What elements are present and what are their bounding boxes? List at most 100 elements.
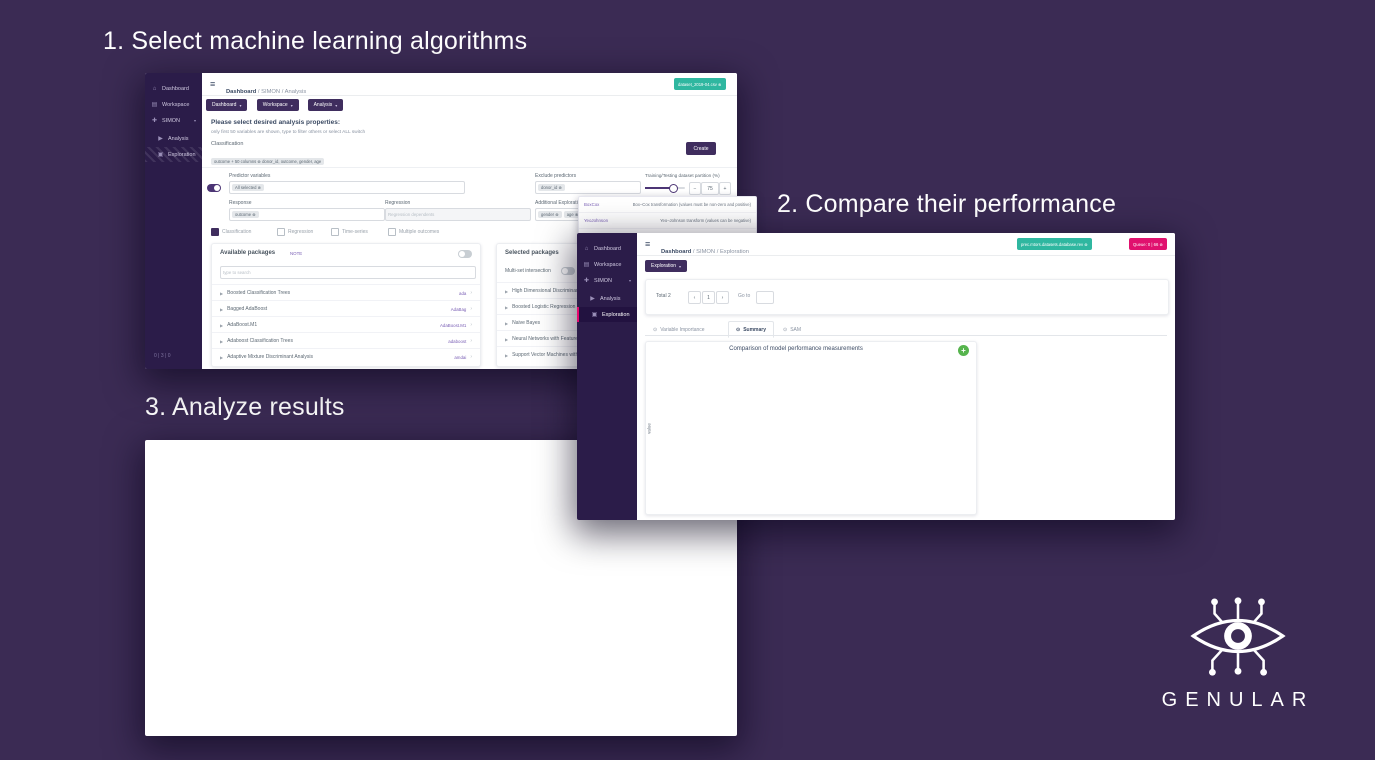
workspace-icon: ▤ — [151, 102, 158, 108]
sidebar-item-exploration[interactable]: ▣ Exploration — [145, 147, 202, 162]
dataset-button[interactable]: dataset_2019-04.csv ⊗ — [674, 78, 726, 90]
selection-chip: outcome + 50 columns ⊗ donor_id, outcome… — [211, 150, 325, 168]
partition-slider-fill — [645, 187, 671, 189]
chevron-right-icon: › — [470, 322, 472, 328]
breadcrumb-root[interactable]: Dashboard — [226, 89, 257, 95]
available-package-row[interactable]: ▶ Adaboost Classification Trees adaboost › — [212, 332, 480, 349]
sidebar-item-exploration[interactable]: ▣ Exploration — [577, 307, 637, 322]
boxplot-ylabel: value — [646, 423, 652, 434]
sidebar-item-workspace[interactable]: ▤ Workspace — [577, 257, 637, 272]
plus-icon: ✚ — [151, 118, 158, 124]
goto-input[interactable] — [756, 291, 774, 304]
hamburger-icon[interactable]: ≡ — [210, 79, 216, 89]
intro-subtitle: only first 50 variables are shown, type … — [211, 130, 366, 135]
page-number-button[interactable]: 1 — [702, 291, 715, 304]
expand-caret-icon: ▶ — [505, 336, 509, 342]
regression-placeholder: Regression dependents — [388, 212, 435, 217]
sidebar: ⌂ Dashboard ▤ Workspace ✚ SIMON ▾ ▶ Analysis ▣ Exp… — [145, 73, 202, 369]
class-chip: gender ⊗ — [538, 211, 562, 218]
predictor-input[interactable]: All selected ⊗ — [229, 181, 465, 194]
sidebar-item-label: Exploration — [168, 151, 196, 158]
tab-pill-label: Dashboard — [212, 102, 237, 108]
step1-heading: 1. Select machine learning algorithms — [103, 27, 528, 55]
sidebar-item-analysis[interactable]: ▶ Analysis — [145, 131, 202, 146]
chevron-down-icon: ▾ — [335, 102, 338, 108]
app-header: ≡ Dashboard / SIMON / Analysis dataset_201… — [202, 73, 737, 96]
sidebar-item-workspace[interactable]: ▤ Workspace — [145, 97, 202, 112]
step2-heading: 2. Compare their performance — [777, 190, 1117, 218]
response-input[interactable]: outcome ⊗ — [229, 208, 385, 221]
partition-plus-button[interactable]: + — [719, 182, 731, 195]
page-next-button[interactable]: › — [716, 291, 729, 304]
sidebar-item-analysis[interactable]: ▶ Analysis — [577, 291, 637, 306]
chevron-right-icon: › — [470, 290, 472, 296]
chevron-down-icon: ▾ — [679, 263, 682, 269]
sidebar-item-dashboard[interactable]: ⌂ Dashboard — [577, 241, 637, 256]
available-package-row[interactable]: ▶ AdaBoost.M1 AdaBoost.M1 › — [212, 316, 480, 333]
available-packages-title: Available packages — [220, 250, 276, 256]
type-option-label: Time-series — [342, 229, 368, 235]
create-button[interactable]: Create — [686, 142, 716, 155]
tabs-underline — [645, 335, 1167, 336]
exclude-input[interactable]: donor_id ⊗ — [535, 181, 641, 194]
speedometer-icon: ⌂ — [152, 85, 157, 92]
predictor-label: Predictor variables — [229, 173, 271, 179]
available-package-row[interactable]: ▶ Adaptive Mixture Discriminant Analysis a… — [212, 348, 480, 365]
available-package-row[interactable]: ▶ Boosted Classification Trees ada › — [212, 284, 480, 301]
preprocess-option-boxcox[interactable]: BoxCox Box–Cox transformation (values mus… — [579, 197, 756, 213]
expand-caret-icon: ▶ — [220, 306, 224, 312]
step3-heading: 3. Analyze results — [145, 393, 345, 421]
type-option-multiple outcomes[interactable]: Multiple outcomes — [388, 228, 439, 236]
available-packages-note[interactable]: NOTE — [290, 251, 303, 256]
preprocess-option-yeojohnson[interactable]: YeoJohnson Yeo–Johnson transform (values … — [579, 213, 756, 229]
expand-caret-icon: ▶ — [505, 320, 509, 326]
package-name: Adaboost Classification Trees — [227, 338, 293, 344]
type-option-classification[interactable]: Classification — [211, 228, 251, 236]
page-prev-button[interactable]: ‹ — [688, 291, 701, 304]
checkbox-icon — [388, 228, 396, 236]
partition-slider-knob[interactable] — [669, 184, 678, 193]
breadcrumb-rest: / SIMON / Analysis — [256, 89, 307, 95]
type-option-regression[interactable]: Regression — [277, 228, 313, 236]
tab-icon: ⊙ — [736, 326, 741, 333]
package-name: Boosted Logistic Regression — [512, 304, 576, 310]
tab-variable-importance[interactable]: ⊙ Variable Importance — [645, 321, 713, 338]
sidebar-item-simon[interactable]: ✚ SIMON ▾ — [145, 113, 202, 128]
chevron-right-icon: › — [470, 338, 472, 344]
expand-caret-icon: ▶ — [505, 304, 509, 310]
package-id: AdaBag — [450, 306, 467, 312]
tab-pill-exploration[interactable]: Exploration ▾ — [645, 260, 688, 272]
sidebar-item-simon[interactable]: ✚ SIMON ▾ — [577, 273, 637, 288]
checkbox-icon — [277, 228, 285, 236]
response-chip: outcome ⊗ — [232, 211, 259, 218]
preprocess-option-desc: Box–Cox transformation (values must be n… — [632, 202, 751, 207]
selection-chip-text: outcome + 50 columns ⊗ donor_id, outcome… — [211, 158, 325, 165]
tab-summary[interactable]: ⊙ Summary — [728, 321, 774, 338]
boxplot-title: Comparison of model performance measurem… — [729, 346, 863, 352]
breadcrumb-root[interactable]: Dashboard — [661, 249, 692, 255]
expand-caret-icon: ▶ — [505, 288, 509, 294]
tab-sam[interactable]: ⊙ SAM — [775, 321, 809, 338]
dataset-button[interactable]: prec.mtors.datasets.database.rev ⊗ — [1017, 238, 1092, 250]
regression-input[interactable]: Regression dependents — [385, 208, 531, 221]
hamburger-icon[interactable]: ≡ — [645, 239, 651, 249]
tab-icon: ⊙ — [653, 326, 658, 333]
available-package-row[interactable]: ▶ Bagged AdaBoost AdaBag › — [212, 300, 480, 317]
partition-minus-button[interactable]: − — [689, 182, 701, 195]
divider — [202, 167, 737, 168]
tab-pill-analysis[interactable]: Analysis ▾ — [307, 99, 344, 111]
tab-pill-dashboard[interactable]: Dashboard ▾ — [206, 99, 248, 111]
package-name: Boosted Classification Trees — [227, 290, 291, 296]
package-name: Naive Bayes — [512, 320, 541, 326]
queue-button[interactable]: Queue: 0 | 66 ⊗ — [1129, 238, 1167, 250]
sidebar-item-dashboard[interactable]: ⌂ Dashboard — [145, 81, 202, 96]
regression-label: Regression — [385, 200, 411, 206]
multiset-toggle[interactable] — [561, 267, 575, 275]
type-option-time-series[interactable]: Time-series — [331, 228, 368, 236]
available-packages-toggle[interactable] — [458, 250, 472, 258]
boxplot-card: Comparison of model performance measurem… — [645, 341, 977, 515]
expand-plus-button[interactable]: + — [958, 345, 969, 356]
main-toggle[interactable] — [207, 184, 221, 192]
package-search-input[interactable]: type to search — [220, 266, 476, 279]
tab-pill-workspace[interactable]: Workspace ▾ — [256, 99, 299, 111]
